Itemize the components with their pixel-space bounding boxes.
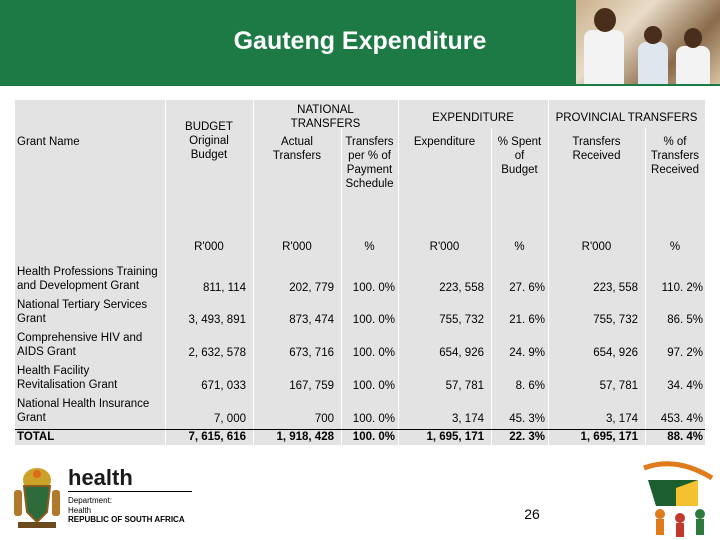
header-pct-received-1: % of [663,136,687,148]
header-budget-2: Original [189,135,229,147]
row-name-line1: Comprehensive HIV and [17,332,143,344]
header-budget-1: BUDGET [185,121,233,133]
total-pct-spent: 22. 3% [509,431,545,443]
cell-pct-received: 97. 2% [667,347,703,359]
unit-pct-spent: % [514,241,525,253]
header-transfers-received-2: Received [572,150,621,162]
cell-pct-received: 110. 2% [661,282,703,294]
header-provincial-group: PROVINCIAL TRANSFERS [555,112,698,124]
cell-pct-spent: 27. 6% [509,282,545,294]
row-name-line2: and Development Grant [17,280,140,292]
unit-expenditure: R'000 [429,241,460,253]
cell-expenditure: 654, 926 [439,347,484,359]
row-name-line2: AIDS Grant [17,346,76,358]
row-name-line2: Revitalisation Grant [17,379,118,391]
cell-pct-schedule: 100. 0% [352,347,395,359]
cell-expenditure: 223, 558 [439,282,484,294]
cell-pct-spent: 21. 6% [509,314,545,326]
health-logo-word: health [68,465,133,490]
header-pct-spent-1: % Spent [497,136,542,148]
unit-budget: R'000 [194,241,224,253]
cell-pct-spent: 24. 9% [509,347,545,359]
cell-expenditure: 755, 732 [439,314,484,326]
cell-transfers-received: 755, 732 [593,314,638,326]
header-pct-schedule-2: per % of [348,150,391,162]
cell-transfers-received: 654, 926 [593,347,638,359]
total-transfers-received: 1, 695, 171 [580,431,638,443]
header-pct-received-2: Transfers [650,150,700,162]
cell-budget: 7, 000 [214,413,246,425]
header-national-1: NATIONAL [297,104,354,116]
cell-actual: 167, 759 [289,380,334,392]
cell-actual: 202, 779 [289,282,334,294]
expenditure-table: Grant Name BUDGET Original Budget NATION… [15,100,705,445]
unit-actual: R'000 [282,241,312,253]
cell-expenditure: 57, 781 [445,380,484,392]
dept-line-1: Department: [68,496,113,505]
coat-of-arms-icon [14,468,60,528]
unit-pct-received: % [669,241,681,253]
cell-budget: 671, 033 [201,380,246,392]
cell-transfers-received: 223, 558 [593,282,638,294]
cell-budget: 2, 632, 578 [188,347,246,359]
freedom-anniversary-logo [643,461,714,537]
header-transfers-received-1: Transfers [572,136,621,148]
row-name-line1: Health Facility [17,365,90,377]
cell-pct-spent: 45. 3% [509,413,545,425]
cell-expenditure: 3, 174 [452,413,484,425]
row-name-line1: Health Professions Training [17,266,158,278]
unit-transfers-received: R'000 [581,241,612,253]
slide-title: Gauteng Expenditure [233,27,487,55]
header-expenditure-group: EXPENDITURE [432,112,514,124]
cell-pct-schedule: 100. 0% [352,314,395,326]
header-actual-1: Actual [281,136,313,148]
cell-pct-received: 86. 5% [667,314,703,326]
cell-budget: 3, 493, 891 [188,314,246,326]
cell-pct-spent: 8. 6% [515,380,545,392]
total-actual: 1, 918, 428 [276,431,334,443]
header-pct-schedule-4: Schedule [345,178,394,190]
header-photo [576,0,720,84]
cell-pct-received: 453. 4% [660,413,703,425]
cell-pct-received: 34. 4% [667,380,703,392]
header-actual-2: Transfers [272,150,322,162]
header-pct-received-3: Received [651,164,699,176]
total-pct-received: 88. 4% [667,431,703,443]
row-name-line1: National Health Insurance [17,398,150,410]
row-name-line2: Grant [17,313,46,325]
cell-pct-schedule: 100. 0% [352,282,395,294]
cell-budget: 811, 114 [202,282,246,294]
cell-transfers-received: 57, 781 [599,380,638,392]
header-grant-name: Grant Name [17,136,80,148]
cell-pct-schedule: 100. 0% [352,380,395,392]
dept-line-3: REPUBLIC OF SOUTH AFRICA [68,515,185,524]
total-budget: 7, 615, 616 [188,431,246,443]
total-label: TOTAL [17,431,55,443]
total-pct-schedule: 100. 0% [352,431,395,443]
header-pct-schedule-3: Payment [346,164,393,176]
header-budget-3: Budget [190,149,228,161]
cell-actual: 873, 474 [289,314,334,326]
cell-transfers-received: 3, 174 [606,413,638,425]
row-name-line2: Grant [17,412,46,424]
header-pct-schedule-1: Transfers [345,136,394,148]
footer-divider [68,491,192,492]
row-name-line1: National Tertiary Services [17,299,148,311]
cell-actual: 673, 716 [289,347,334,359]
dept-line-2: Health [68,506,92,515]
cell-actual: 700 [314,413,334,425]
unit-pct-schedule: % [364,241,375,253]
page-number: 26 [524,506,540,522]
header-pct-spent-2: of [514,150,525,162]
header-national-2: TRANSFERS [290,118,361,130]
cell-pct-schedule: 100. 0% [352,413,395,425]
header-pct-spent-3: Budget [501,164,538,176]
total-expenditure: 1, 695, 171 [426,431,484,443]
header-expenditure: Expenditure [413,136,476,148]
